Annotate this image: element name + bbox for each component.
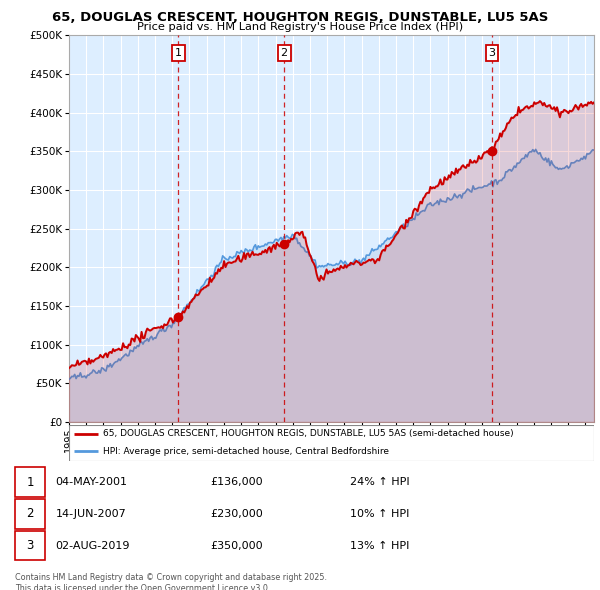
Text: 24% ↑ HPI: 24% ↑ HPI (350, 477, 409, 487)
Text: HPI: Average price, semi-detached house, Central Bedfordshire: HPI: Average price, semi-detached house,… (103, 447, 389, 455)
Bar (15, 531, 45, 560)
Text: 3: 3 (488, 48, 496, 58)
Text: 2: 2 (281, 48, 288, 58)
Text: £136,000: £136,000 (210, 477, 263, 487)
Text: £350,000: £350,000 (210, 540, 263, 550)
Text: 65, DOUGLAS CRESCENT, HOUGHTON REGIS, DUNSTABLE, LU5 5AS (semi-detached house): 65, DOUGLAS CRESCENT, HOUGHTON REGIS, DU… (103, 430, 514, 438)
Text: 65, DOUGLAS CRESCENT, HOUGHTON REGIS, DUNSTABLE, LU5 5AS: 65, DOUGLAS CRESCENT, HOUGHTON REGIS, DU… (52, 11, 548, 24)
Text: Price paid vs. HM Land Registry's House Price Index (HPI): Price paid vs. HM Land Registry's House … (137, 22, 463, 32)
Text: £230,000: £230,000 (210, 509, 263, 519)
Text: 3: 3 (26, 539, 34, 552)
Text: 14-JUN-2007: 14-JUN-2007 (56, 509, 127, 519)
Text: 10% ↑ HPI: 10% ↑ HPI (350, 509, 409, 519)
Bar (15, 467, 45, 497)
Text: 2: 2 (26, 507, 34, 520)
Text: Contains HM Land Registry data © Crown copyright and database right 2025.
This d: Contains HM Land Registry data © Crown c… (15, 573, 327, 590)
Text: 13% ↑ HPI: 13% ↑ HPI (350, 540, 409, 550)
Text: 04-MAY-2001: 04-MAY-2001 (56, 477, 128, 487)
Bar (15, 499, 45, 529)
Text: 1: 1 (26, 476, 34, 489)
Text: 1: 1 (175, 48, 182, 58)
Text: 02-AUG-2019: 02-AUG-2019 (56, 540, 130, 550)
